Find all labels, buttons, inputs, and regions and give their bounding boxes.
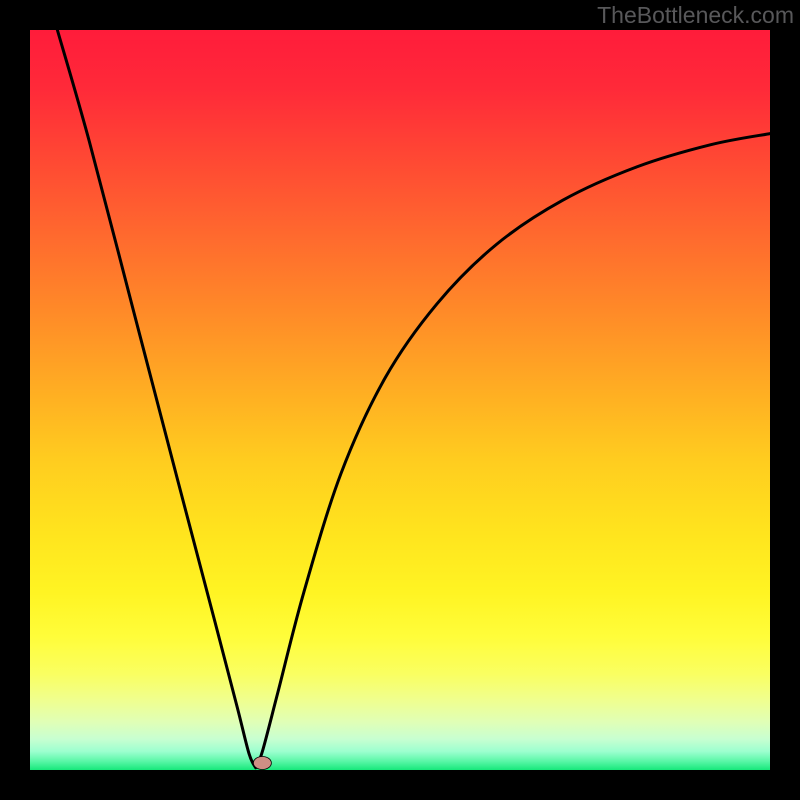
chart-frame: TheBottleneck.com [0, 0, 800, 800]
bottleneck-curve [57, 30, 770, 768]
curve-layer [30, 30, 770, 770]
watermark-text: TheBottleneck.com [597, 2, 794, 29]
plot-area [30, 30, 770, 770]
minimum-marker [253, 756, 271, 769]
